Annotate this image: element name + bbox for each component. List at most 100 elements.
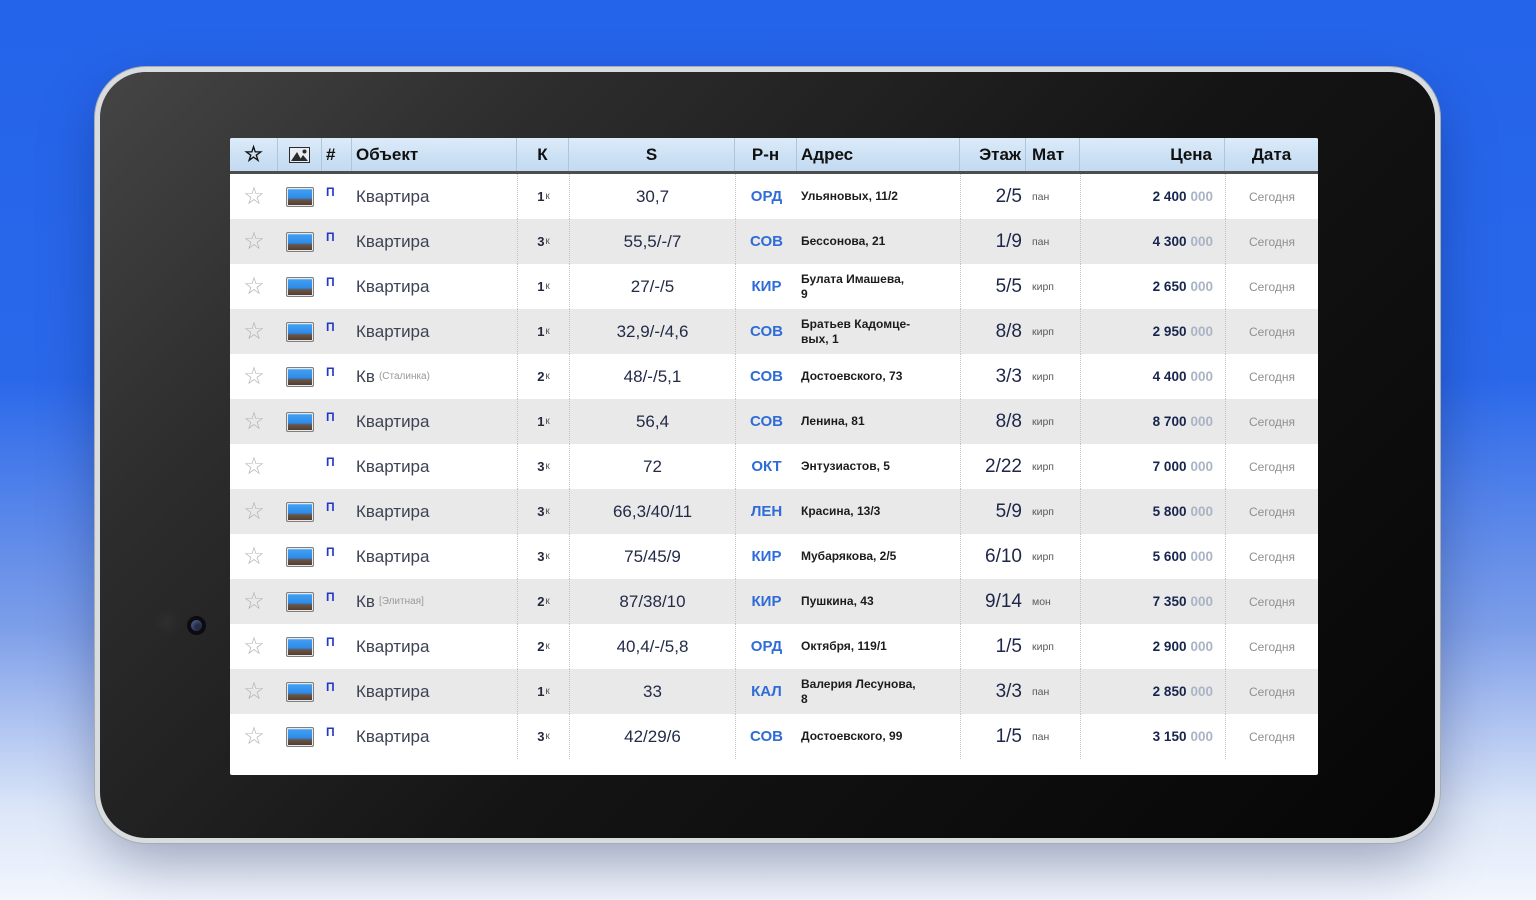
flag-p-badge: П bbox=[326, 365, 335, 379]
photo-thumbnail[interactable] bbox=[286, 546, 314, 567]
district-link[interactable]: СОВ bbox=[750, 368, 783, 385]
object-link[interactable]: Кв bbox=[356, 591, 375, 611]
district-link[interactable]: КИР bbox=[751, 278, 782, 295]
column-header-material[interactable]: Мат bbox=[1026, 138, 1080, 171]
listing-row[interactable]: ☆ П Квартира 1 к 33 КАЛ Валерия Лесунова, 8 3/3 п… bbox=[230, 669, 1318, 714]
object-link[interactable]: Квартира bbox=[356, 231, 430, 251]
district-link[interactable]: ОКТ bbox=[751, 458, 782, 475]
object-link[interactable]: Квартира bbox=[356, 186, 430, 206]
photo-thumbnail[interactable] bbox=[286, 681, 314, 702]
favorite-star-icon[interactable]: ☆ bbox=[243, 452, 265, 480]
listing-row[interactable]: ☆ П Квартира 3 к 42/29/6 СОВ Достоевского, 99 1/… bbox=[230, 714, 1318, 759]
favorite-star-icon[interactable]: ☆ bbox=[243, 362, 265, 390]
column-header-favorite[interactable]: ☆ bbox=[230, 138, 278, 171]
column-header-district[interactable]: Р-н bbox=[735, 138, 797, 171]
district-link[interactable]: СОВ bbox=[750, 233, 783, 250]
favorite-star-icon[interactable]: ☆ bbox=[243, 182, 265, 210]
photo-thumbnail[interactable] bbox=[286, 411, 314, 432]
photo-thumbnail[interactable] bbox=[286, 276, 314, 297]
object-link[interactable]: Квартира bbox=[356, 411, 430, 431]
object-link[interactable]: Квартира bbox=[356, 726, 430, 746]
object-link[interactable]: Квартира bbox=[356, 456, 430, 476]
favorite-star-icon[interactable]: ☆ bbox=[243, 587, 265, 615]
material-cell: пан bbox=[1026, 714, 1080, 759]
favorite-star-icon[interactable]: ☆ bbox=[243, 542, 265, 570]
column-header-photo[interactable] bbox=[278, 138, 322, 171]
photo-thumbnail[interactable] bbox=[286, 591, 314, 612]
photo-thumbnail[interactable] bbox=[286, 321, 314, 342]
object-cell: Квартира bbox=[352, 669, 517, 714]
photo-thumbnail[interactable] bbox=[286, 366, 314, 387]
listing-row[interactable]: ☆ П Кв (Сталинка) 2 к 48/-/5,1 СОВ Достоевского,… bbox=[230, 354, 1318, 399]
favorite-star-icon[interactable]: ☆ bbox=[243, 227, 265, 255]
favorite-star-icon[interactable]: ☆ bbox=[243, 317, 265, 345]
column-header-object[interactable]: Объект bbox=[352, 138, 517, 171]
material-value: пан bbox=[1032, 190, 1050, 203]
column-header-price[interactable]: Цена bbox=[1080, 138, 1225, 171]
district-link[interactable]: КИР bbox=[751, 548, 782, 565]
listing-row[interactable]: ☆ П Квартира 1 к 32,9/-/4,6 СОВ Братьев Кадомце… bbox=[230, 309, 1318, 354]
listing-row[interactable]: ☆ П Квартира 3 к 55,5/-/7 СОВ Бессонова, 21 1/9 п… bbox=[230, 219, 1318, 264]
date-value: Сегодня bbox=[1249, 594, 1295, 609]
object-link[interactable]: Квартира bbox=[356, 546, 430, 566]
listing-row[interactable]: ☆ П Квартира 3 к 72 ОКТ Энтузиастов, 5 2/22 кирп 7… bbox=[230, 444, 1318, 489]
favorite-star-icon[interactable]: ☆ bbox=[243, 497, 265, 525]
photo-thumbnail[interactable] bbox=[286, 636, 314, 657]
district-cell: КИР bbox=[735, 534, 797, 579]
column-header-date[interactable]: Дата bbox=[1251, 144, 1292, 164]
rooms-value: 1 bbox=[537, 324, 545, 339]
object-link[interactable]: Квартира bbox=[356, 681, 430, 701]
favorite-star-icon[interactable]: ☆ bbox=[243, 407, 265, 435]
district-link[interactable]: СОВ bbox=[750, 728, 783, 745]
rooms-suffix: к bbox=[545, 371, 550, 382]
listing-row[interactable]: ☆ П Квартира 3 к 66,3/40/11 ЛЕН Красина, 13/3 5/… bbox=[230, 489, 1318, 534]
photo-thumbnail[interactable] bbox=[286, 501, 314, 522]
object-cell: Квартира bbox=[352, 219, 517, 264]
date-cell: Сегодня bbox=[1225, 714, 1318, 759]
favorite-star-icon[interactable]: ☆ bbox=[243, 722, 265, 750]
listing-row[interactable]: ☆ П Кв [Элитная] 2 к 87/38/10 КИР Пушкина, 43 9/1… bbox=[230, 579, 1318, 624]
district-cell: ОРД bbox=[735, 624, 797, 669]
floor-value: 3/3 bbox=[995, 680, 1022, 702]
favorite-star-icon[interactable]: ☆ bbox=[243, 677, 265, 705]
column-header-rooms[interactable]: К bbox=[517, 138, 569, 171]
district-link[interactable]: ОРД bbox=[750, 188, 783, 205]
listing-row[interactable]: ☆ П Квартира 1 к 30,7 ОРД Ульяновых, 11/2 2/5 пан… bbox=[230, 174, 1318, 219]
listing-row[interactable]: ☆ П Квартира 2 к 40,4/-/5,8 ОРД Октября, 119/1 1… bbox=[230, 624, 1318, 669]
listing-row[interactable]: ☆ П Квартира 1 к 27/-/5 КИР Булата Имашева, 9 5/… bbox=[230, 264, 1318, 309]
address-cell: Ленина, 81 bbox=[797, 399, 960, 444]
district-link[interactable]: ОРД bbox=[750, 638, 783, 655]
address-text: Пушкина, 43 bbox=[801, 594, 874, 608]
object-link[interactable]: Квартира bbox=[356, 276, 430, 296]
column-header-area[interactable]: S bbox=[569, 138, 735, 171]
area-cell: 32,9/-/4,6 bbox=[569, 309, 735, 354]
price-cell: 5 800 000 bbox=[1080, 489, 1225, 534]
object-link[interactable]: Кв bbox=[356, 366, 375, 386]
district-cell: СОВ bbox=[735, 219, 797, 264]
district-link[interactable]: КАЛ bbox=[751, 683, 782, 700]
address-text: Мубарякова, 2/5 bbox=[801, 549, 897, 563]
favorite-cell: ☆ bbox=[230, 309, 278, 354]
column-header-number[interactable]: # bbox=[322, 138, 352, 171]
photo-thumbnail[interactable] bbox=[286, 726, 314, 747]
object-link[interactable]: Квартира bbox=[356, 636, 430, 656]
flag-cell: П bbox=[322, 444, 352, 489]
object-link[interactable]: Квартира bbox=[356, 321, 430, 341]
district-link[interactable]: КИР bbox=[751, 593, 782, 610]
district-link[interactable]: ЛЕН bbox=[750, 503, 783, 520]
favorite-star-icon[interactable]: ☆ bbox=[243, 272, 265, 300]
column-header-floor[interactable]: Этаж bbox=[960, 138, 1026, 171]
photo-thumbnail[interactable] bbox=[286, 186, 314, 207]
favorite-star-icon[interactable]: ☆ bbox=[243, 632, 265, 660]
listing-row[interactable]: ☆ П Квартира 3 к 75/45/9 КИР Мубарякова, 2/5 6/1… bbox=[230, 534, 1318, 579]
listing-row[interactable]: ☆ П Квартира 1 к 56,4 СОВ Ленина, 81 8/8 кирп 8 70… bbox=[230, 399, 1318, 444]
object-cell: Квартира bbox=[352, 489, 517, 534]
material-value: кирп bbox=[1032, 460, 1054, 473]
column-header-address[interactable]: Адрес bbox=[797, 138, 960, 171]
district-link[interactable]: СОВ bbox=[750, 413, 783, 430]
photo-thumbnail[interactable] bbox=[286, 231, 314, 252]
favorite-cell: ☆ bbox=[230, 624, 278, 669]
district-link[interactable]: СОВ bbox=[750, 323, 783, 340]
object-link[interactable]: Квартира bbox=[356, 501, 430, 521]
